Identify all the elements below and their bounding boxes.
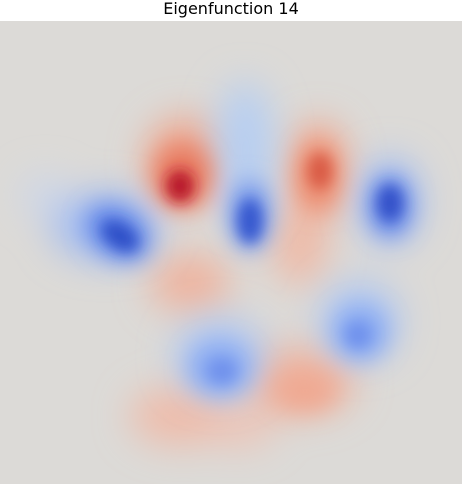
eigenfunction-image: [0, 21, 462, 484]
plot-title: Eigenfunction 14: [0, 0, 462, 21]
eigenfunction-heatmap: [0, 21, 462, 484]
